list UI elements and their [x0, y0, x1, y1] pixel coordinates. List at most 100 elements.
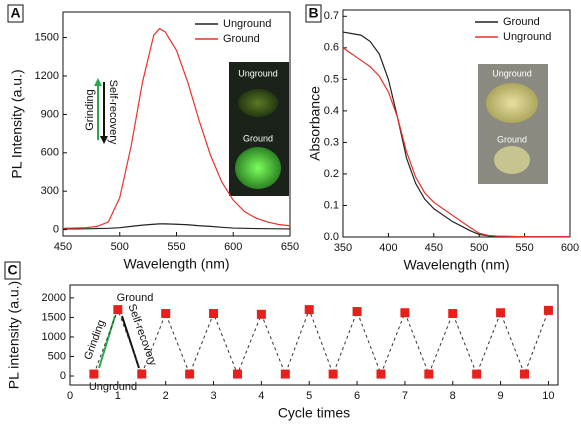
panel-box: [305, 4, 322, 23]
y-tick-label: 0.2: [324, 168, 339, 180]
x-tick-label: 500: [111, 241, 129, 253]
y-tick-label: 0.6: [324, 42, 339, 54]
marker: [185, 369, 195, 379]
panel-label: C: [7, 262, 17, 278]
x-tick-label: 450: [54, 241, 72, 253]
marker: [113, 305, 123, 315]
marker: [352, 307, 362, 317]
y-tick-label: 2000: [42, 292, 66, 304]
marker: [543, 305, 553, 315]
marker: [496, 308, 506, 318]
inset-label: Unground: [238, 68, 278, 78]
x-tick-label: 6: [354, 390, 360, 402]
x-tick-label: 500: [470, 242, 488, 254]
y-tick-label: 0.4: [324, 105, 339, 117]
marker: [280, 369, 290, 379]
inset-label: Ground: [243, 133, 273, 143]
inset-label: Ground: [497, 134, 527, 144]
y-tick-label: 0.0: [324, 231, 339, 243]
y-axis-title: PL Intensity (a.u.): [9, 69, 25, 178]
x-tick-label: 4: [258, 390, 264, 402]
x-tick-label: 450: [425, 242, 443, 254]
x-axis-title: Cycle times: [278, 405, 350, 421]
y-tick-label: 0: [60, 370, 66, 382]
marker: [376, 369, 386, 379]
annotation: Ground: [117, 292, 154, 304]
annotation: Self-recovery: [107, 80, 119, 145]
x-tick-label: 2: [163, 390, 169, 402]
annotation: Self-recovery: [125, 302, 159, 367]
x-tick-label: 650: [281, 241, 299, 253]
annotation: Unground: [89, 381, 137, 393]
x-tick-label: 7: [402, 390, 408, 402]
y-tick-label: 500: [48, 350, 66, 362]
marker: [520, 369, 530, 379]
x-tick-label: 8: [450, 390, 456, 402]
x-tick-label: 600: [224, 241, 242, 253]
legend-label: Unground: [223, 18, 271, 30]
arrow-head: [94, 78, 102, 86]
annotation: Grinding: [84, 89, 96, 131]
x-tick-label: 9: [498, 390, 504, 402]
x-tick-label: 400: [379, 242, 397, 254]
panel-label: A: [10, 5, 20, 21]
y-tick-label: 0.7: [324, 10, 339, 22]
y-tick-label: 1500: [35, 32, 59, 44]
x-tick-label: 600: [561, 242, 579, 254]
marker: [137, 369, 147, 379]
y-tick-label: 0: [53, 224, 59, 236]
legend-label: Unground: [503, 31, 551, 43]
x-tick-label: 5: [306, 390, 312, 402]
x-tick-label: 550: [515, 242, 533, 254]
panel-box: [7, 4, 24, 23]
marker: [304, 305, 314, 315]
connector: [93, 308, 549, 376]
sample: [238, 89, 278, 117]
x-tick-label: 350: [334, 242, 352, 254]
x-axis-title: Wavelength (nm): [123, 256, 229, 272]
marker: [400, 308, 410, 318]
sample: [494, 146, 530, 174]
line: [62, 27, 291, 229]
marker: [256, 309, 266, 319]
legend-label: Ground: [223, 33, 260, 45]
x-tick-label: 10: [542, 390, 554, 402]
marker: [232, 369, 242, 379]
y-tick-label: 1000: [42, 331, 66, 343]
marker: [472, 369, 482, 379]
marker: [209, 309, 219, 319]
line: [342, 47, 570, 238]
plot-frame: [342, 9, 571, 238]
marker: [161, 309, 171, 319]
marker: [424, 369, 434, 379]
marker: [89, 369, 99, 379]
arrow: [98, 315, 116, 369]
marker: [448, 309, 458, 319]
y-tick-label: 0.1: [324, 199, 339, 211]
marker: [328, 369, 338, 379]
x-tick-label: 1: [115, 390, 121, 402]
panel-label: B: [308, 5, 318, 21]
legend-label: Ground: [503, 16, 540, 28]
x-tick-label: 550: [167, 241, 185, 253]
y-axis-title: PL intensity (a.u.): [6, 281, 22, 389]
y-tick-label: 1500: [42, 311, 66, 323]
line: [63, 223, 291, 230]
y-tick-label: 1200: [35, 70, 59, 82]
sample: [235, 147, 281, 189]
arrow-head: [100, 136, 108, 144]
y-tick-label: 600: [41, 147, 59, 159]
panel-box: [4, 261, 21, 280]
y-tick-label: 900: [41, 108, 59, 120]
inset-label: Unground: [492, 68, 532, 78]
y-tick-label: 300: [41, 185, 59, 197]
y-tick-label: 0.3: [324, 136, 339, 148]
x-tick-label: 3: [210, 390, 216, 402]
x-tick-label: 0: [67, 390, 73, 402]
y-tick-label: 0.5: [324, 73, 339, 85]
sample: [486, 83, 538, 123]
plot-frame: [69, 284, 559, 386]
y-axis-title: Absorbance: [307, 86, 323, 161]
x-axis-title: Wavelength (nm): [403, 257, 509, 273]
